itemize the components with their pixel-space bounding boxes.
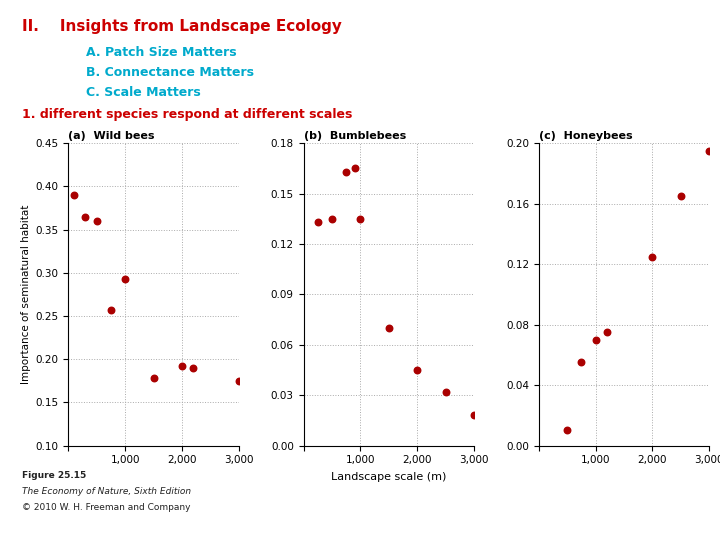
Point xyxy=(355,214,366,223)
Text: (a)  Wild bees: (a) Wild bees xyxy=(68,131,155,141)
Point xyxy=(233,376,245,385)
Point xyxy=(468,411,480,420)
Text: The Economy of Nature, Sixth Edition: The Economy of Nature, Sixth Edition xyxy=(22,487,191,496)
Point xyxy=(703,146,715,155)
Point xyxy=(562,426,573,435)
Text: Figure 25.15: Figure 25.15 xyxy=(22,471,86,480)
Point xyxy=(411,366,423,374)
Point xyxy=(326,214,338,223)
Point xyxy=(590,335,601,344)
Point xyxy=(675,192,687,200)
Text: (b)  Bumblebees: (b) Bumblebees xyxy=(304,131,406,141)
Point xyxy=(440,387,451,396)
Point xyxy=(91,217,102,225)
Point xyxy=(383,323,395,332)
Point xyxy=(188,363,199,372)
Point xyxy=(68,191,80,199)
Point xyxy=(647,252,658,261)
X-axis label: Landscape scale (m): Landscape scale (m) xyxy=(331,472,446,482)
Point xyxy=(176,362,188,370)
Text: B. Connectance Matters: B. Connectance Matters xyxy=(86,66,254,79)
Text: C. Scale Matters: C. Scale Matters xyxy=(86,86,201,99)
Text: (c)  Honeybees: (c) Honeybees xyxy=(539,131,632,141)
Point xyxy=(80,212,91,221)
Point xyxy=(105,306,117,314)
Y-axis label: Importance of seminatural habitat: Importance of seminatural habitat xyxy=(22,205,32,384)
Text: A. Patch Size Matters: A. Patch Size Matters xyxy=(86,46,237,59)
Point xyxy=(539,449,550,457)
Point xyxy=(601,328,613,336)
Point xyxy=(148,374,159,382)
Point xyxy=(575,358,587,367)
Point xyxy=(312,218,323,226)
Text: © 2010 W. H. Freeman and Company: © 2010 W. H. Freeman and Company xyxy=(22,503,190,512)
Point xyxy=(341,167,352,176)
Point xyxy=(349,164,361,173)
Point xyxy=(120,274,131,283)
Text: II.    Insights from Landscape Ecology: II. Insights from Landscape Ecology xyxy=(22,19,341,34)
Text: 1. different species respond at different scales: 1. different species respond at differen… xyxy=(22,108,352,121)
